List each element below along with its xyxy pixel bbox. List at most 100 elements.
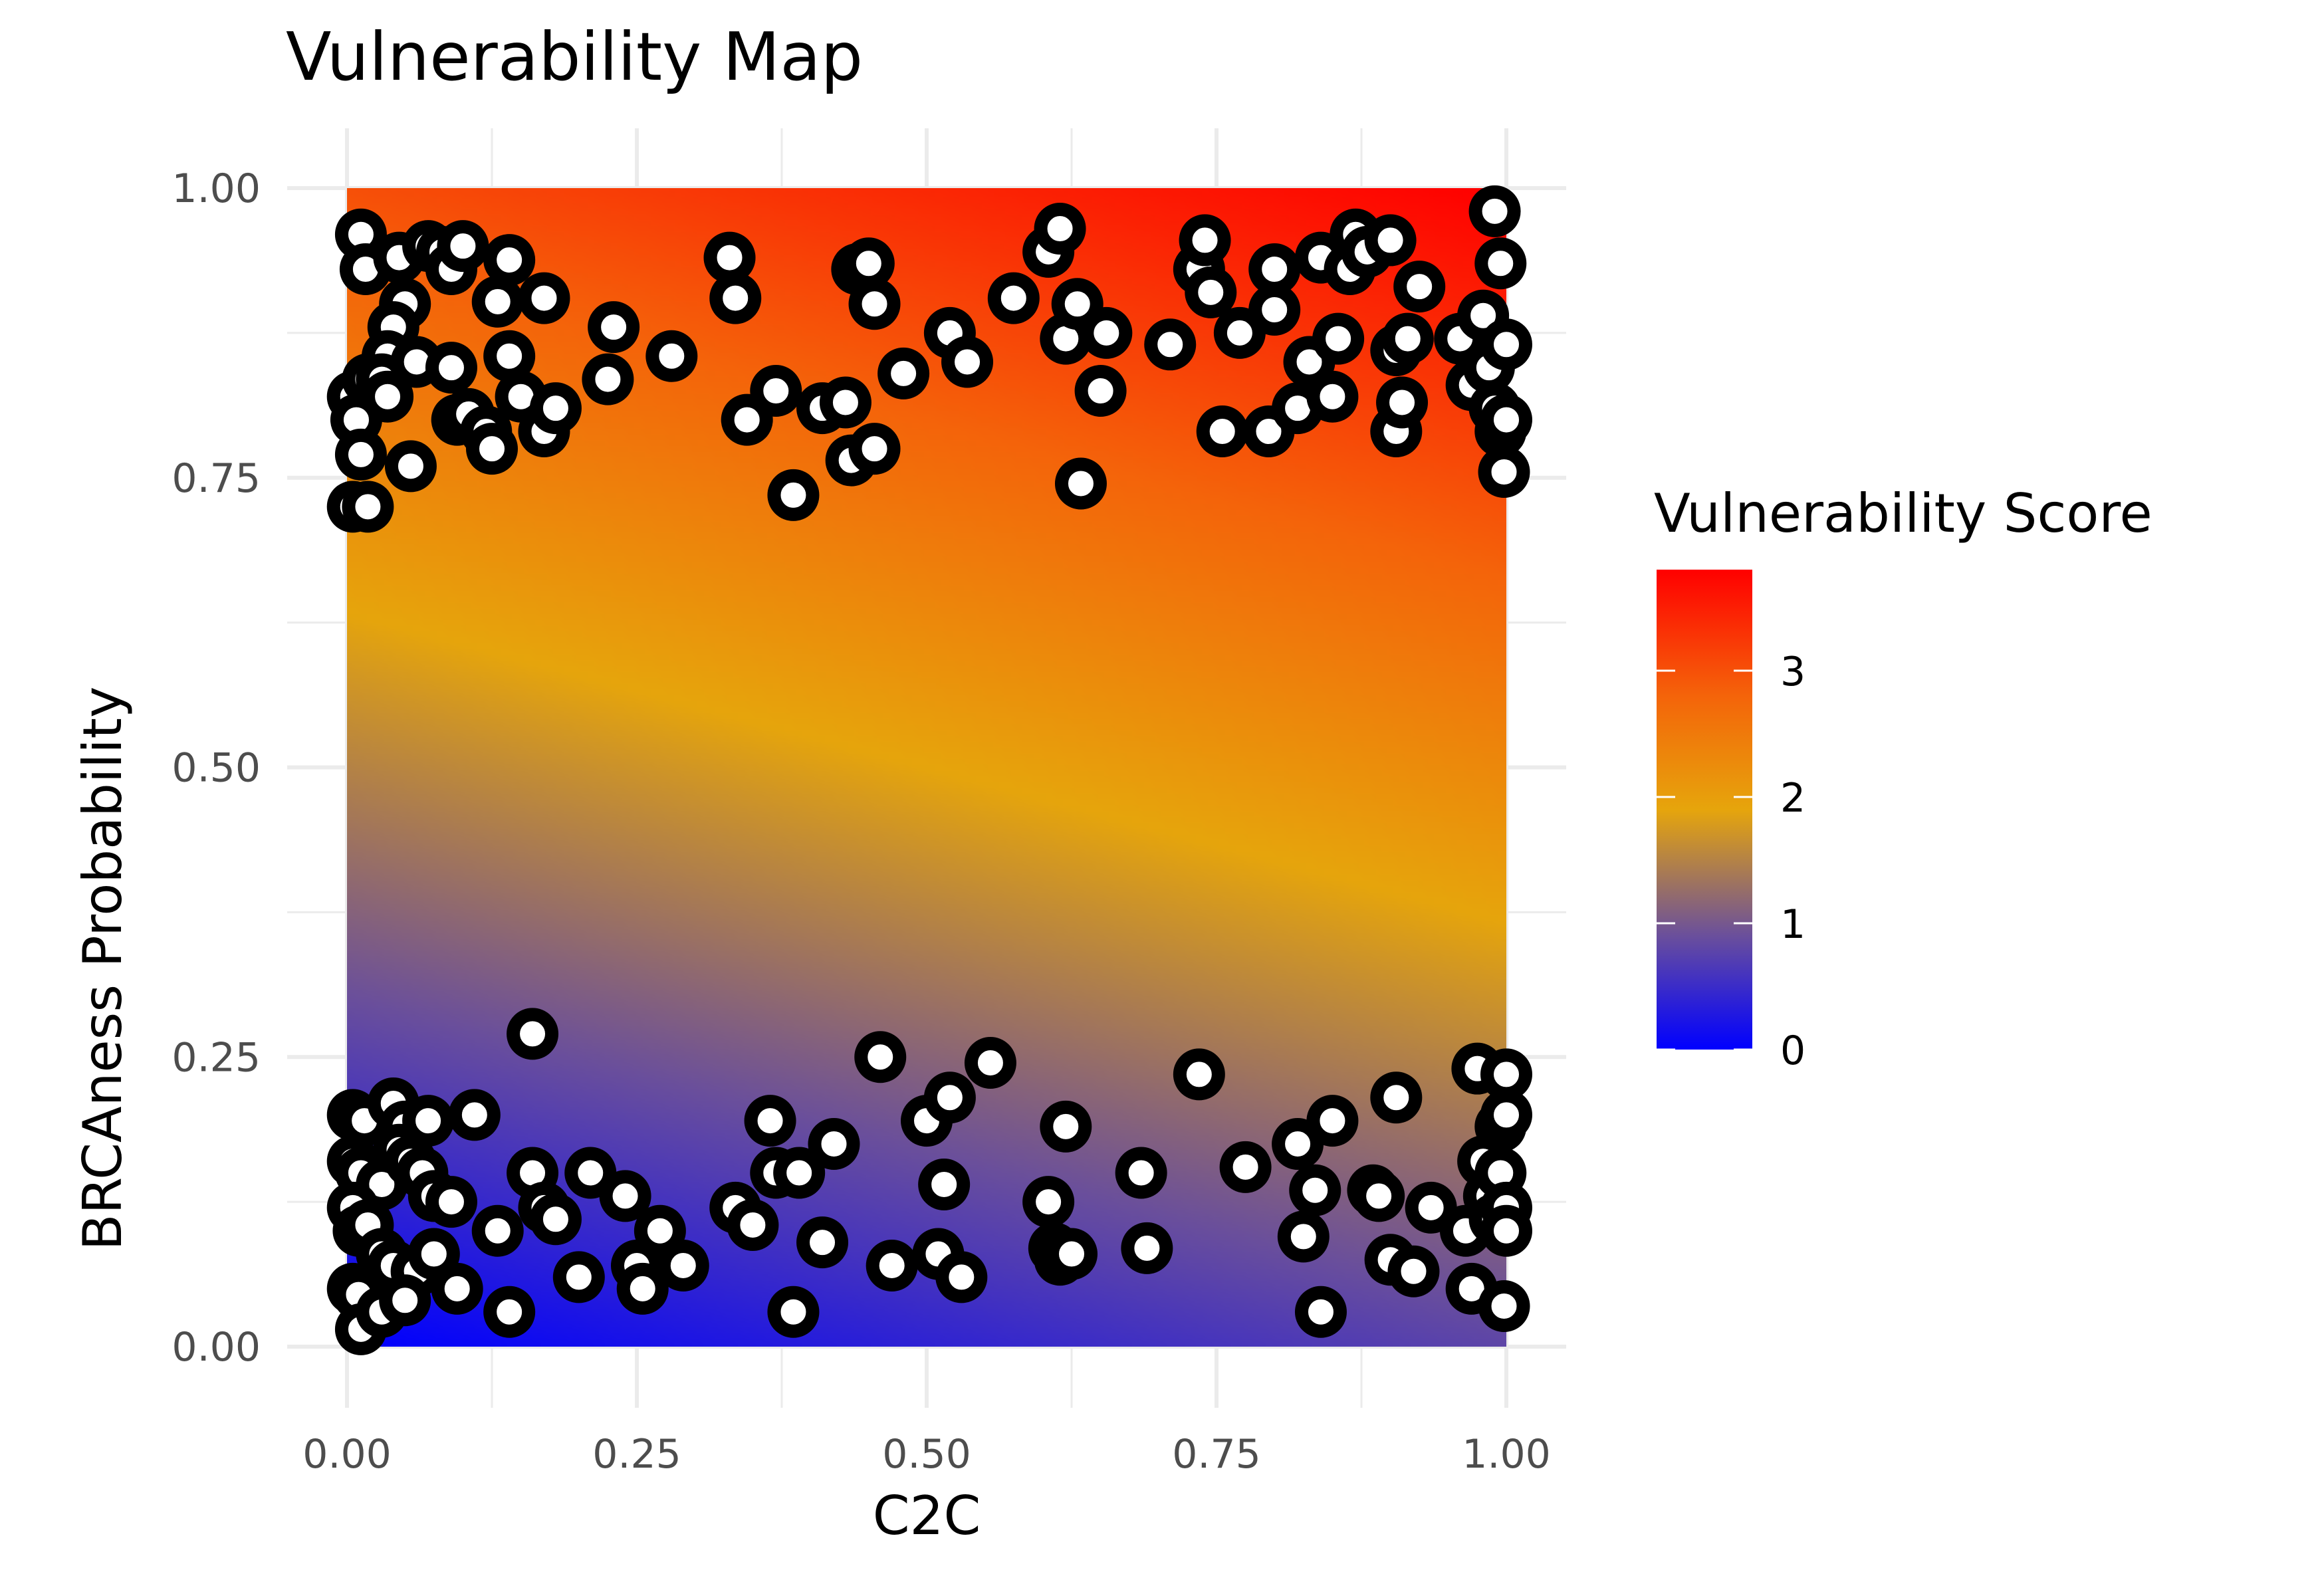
data-point <box>466 423 518 475</box>
data-point <box>1376 376 1429 429</box>
data-point <box>918 1158 971 1210</box>
y-tick-label: 1.00 <box>172 166 261 212</box>
data-point <box>437 220 489 273</box>
data-point <box>483 1286 536 1338</box>
legend-tick-label: 0 <box>1780 1028 1805 1074</box>
data-point <box>483 234 536 286</box>
data-point <box>703 231 756 284</box>
data-point <box>848 278 901 330</box>
chart-title: Vulnerability Map <box>286 18 863 96</box>
data-point <box>342 481 394 533</box>
data-point <box>564 1147 617 1199</box>
data-point <box>773 1147 826 1199</box>
data-point <box>1121 1222 1173 1274</box>
data-point <box>1144 318 1197 371</box>
data-point <box>1179 214 1231 267</box>
data-point <box>483 330 536 382</box>
data-point <box>1074 365 1127 417</box>
data-point <box>1480 393 1532 446</box>
data-point <box>854 1031 907 1083</box>
data-point <box>1480 318 1532 371</box>
data-point <box>1474 237 1527 290</box>
data-point <box>599 1170 651 1222</box>
data-point <box>552 1251 605 1303</box>
x-tick-label: 0.25 <box>592 1431 681 1478</box>
data-point <box>1196 405 1248 458</box>
data-point <box>1219 1141 1272 1193</box>
data-point <box>334 428 387 481</box>
data-point <box>1040 1100 1092 1153</box>
data-point <box>1468 185 1521 237</box>
data-point <box>819 376 872 429</box>
data-point <box>1054 457 1107 510</box>
data-point <box>750 365 802 417</box>
data-point <box>923 1071 976 1124</box>
data-point <box>425 342 477 394</box>
data-point <box>1312 312 1365 365</box>
data-point <box>866 1239 918 1291</box>
data-point <box>1289 1164 1341 1216</box>
data-point <box>1381 312 1434 365</box>
y-tick-label: 0.75 <box>172 455 261 502</box>
data-point <box>471 275 524 328</box>
data-point <box>1185 266 1237 318</box>
data-point <box>964 1036 1016 1089</box>
data-point <box>1080 306 1133 359</box>
data-point <box>616 1262 669 1315</box>
legend-tick-label: 2 <box>1780 775 1805 822</box>
legend-ticks: 0 1 2 3 <box>1657 649 1805 1074</box>
data-point <box>767 469 820 521</box>
legend-tick-label: 1 <box>1780 901 1805 948</box>
data-point <box>1173 1048 1225 1101</box>
data-point <box>588 301 640 354</box>
legend-title: Vulnerability Score <box>1654 483 2152 544</box>
data-point <box>431 1262 483 1315</box>
x-axis-tick-labels: 0.00 0.25 0.50 0.75 1.00 <box>302 1431 1551 1478</box>
x-tick-label: 0.75 <box>1172 1431 1261 1478</box>
data-point <box>645 330 698 382</box>
x-tick-label: 0.50 <box>882 1431 971 1478</box>
x-axis-title: C2C <box>873 1485 981 1547</box>
data-point <box>448 1089 501 1141</box>
data-point <box>529 382 582 435</box>
data-point <box>471 1204 524 1257</box>
data-point <box>842 237 895 290</box>
y-tick-label: 0.00 <box>172 1324 261 1371</box>
legend: Vulnerability Score 0 1 2 3 <box>1654 483 2152 1074</box>
data-point <box>1393 261 1446 313</box>
data-point <box>1306 1095 1359 1147</box>
data-point <box>848 423 901 475</box>
data-point <box>634 1204 686 1257</box>
x-tick-label: 0.00 <box>302 1431 392 1478</box>
data-point <box>362 370 414 423</box>
data-point <box>721 393 773 446</box>
data-point <box>987 272 1040 324</box>
data-point <box>1480 1204 1532 1257</box>
data-points <box>326 185 1532 1355</box>
data-point <box>379 1274 431 1327</box>
data-point <box>1306 370 1359 423</box>
data-point <box>657 1239 709 1291</box>
data-point <box>1370 1071 1423 1124</box>
data-point <box>1248 284 1301 336</box>
y-tick-label: 0.25 <box>172 1034 261 1081</box>
data-point <box>1480 1089 1532 1141</box>
data-point <box>582 353 634 405</box>
data-point <box>877 347 930 399</box>
data-point <box>1046 1228 1098 1280</box>
data-point <box>1115 1147 1167 1199</box>
y-axis-tick-labels: 0.00 0.25 0.50 0.75 1.00 <box>172 166 261 1371</box>
data-point <box>1478 446 1530 499</box>
data-point <box>1294 1286 1347 1338</box>
data-point <box>1364 214 1417 267</box>
data-point <box>727 1198 779 1251</box>
data-point <box>1248 243 1301 296</box>
data-point <box>1353 1170 1405 1222</box>
data-point <box>1480 1048 1532 1101</box>
data-point <box>384 440 437 493</box>
data-point <box>941 336 994 388</box>
data-point <box>796 1216 849 1269</box>
data-point <box>744 1095 796 1147</box>
data-point <box>709 272 762 324</box>
data-point <box>1387 1245 1440 1297</box>
